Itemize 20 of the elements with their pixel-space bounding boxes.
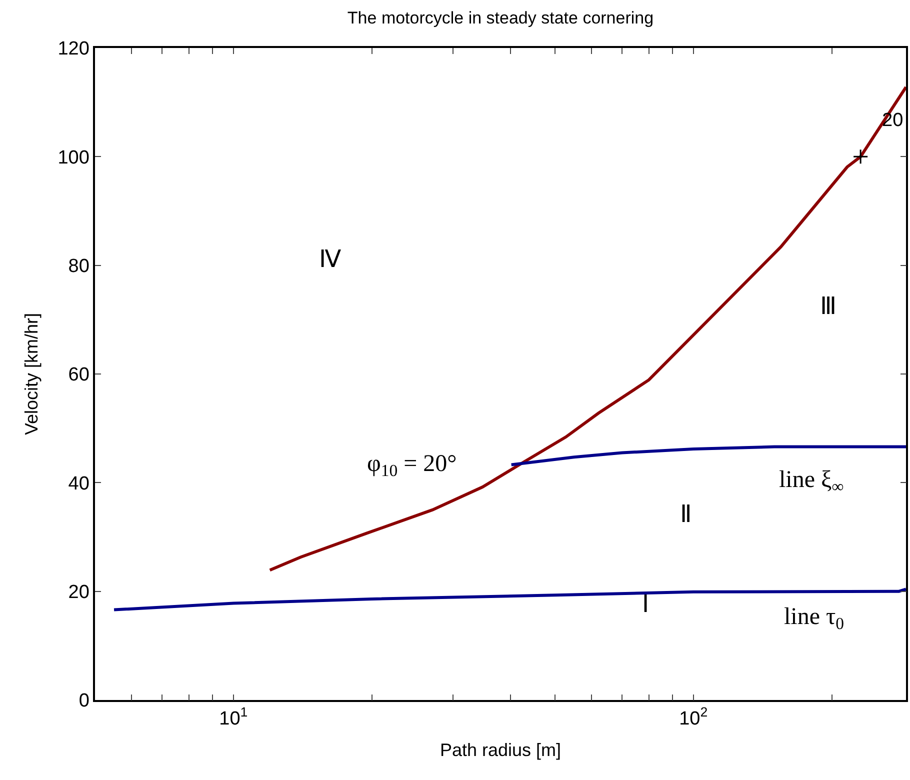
y-tick-label: 120 [58, 38, 90, 60]
annotation: line ξ$_{∞}$ [779, 467, 844, 496]
annotation: φ$_{10}$ = 20° [367, 451, 457, 480]
annotation: Ⅲ [820, 294, 837, 320]
annotation: Ⅰ [642, 592, 649, 618]
annotation: 20 [882, 110, 904, 131]
y-axis-title: Velocity [km/hr] [21, 312, 42, 436]
annotation: Ⅱ [680, 502, 692, 528]
x-axis-title: Path radius [m] [440, 740, 562, 760]
y-tick-label: 40 [68, 473, 90, 494]
y-tick-label: 100 [58, 147, 90, 168]
y-tick-label: 80 [68, 256, 90, 277]
chart-title: The motorcycle in steady state cornering [347, 8, 654, 28]
x-tick-label: 10$^{2}$ [679, 704, 708, 730]
annotation: Ⅳ [319, 247, 341, 273]
y-tick-label: 20 [68, 582, 90, 603]
x-tick-label: 10$^{1}$ [219, 704, 248, 730]
annotation: line τ$_{0}$ [784, 604, 844, 634]
y-tick-label: 0 [78, 690, 90, 712]
y-tick-label: 60 [68, 364, 90, 386]
